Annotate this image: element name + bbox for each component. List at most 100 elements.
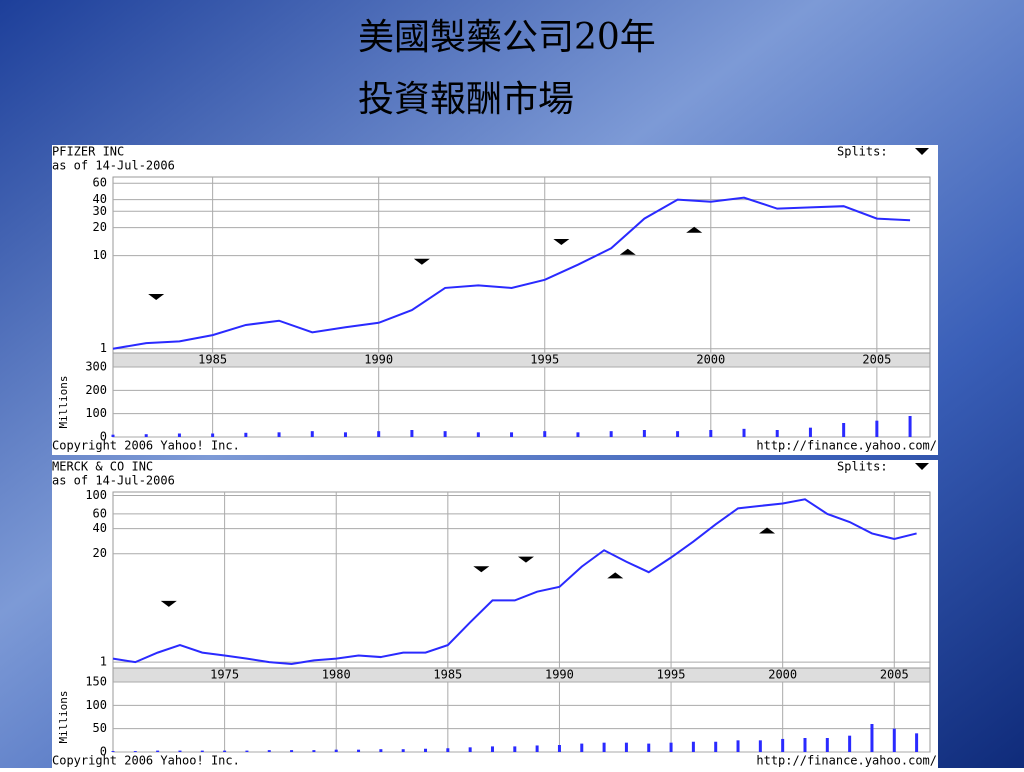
volume-bar [223,750,227,752]
volume-tick-label: 0 [100,745,107,759]
volume-bar [543,431,547,437]
split-marker [413,258,430,265]
volume-tick-label: 100 [85,406,107,420]
split-legend-icon [915,148,929,155]
volume-bar [513,746,517,752]
volume-bar [736,740,740,752]
x-band [112,352,931,368]
volume-bar [647,743,651,752]
volume-bar [245,750,249,752]
price-line [112,498,917,665]
volume-bar [267,750,271,752]
footer-right: http://finance.yahoo.com/ [756,754,937,768]
split-marker [619,248,636,255]
volume-bar [410,430,414,437]
volume-bar [624,742,628,752]
y-tick-label: 100 [85,488,107,502]
split-marker [686,226,703,233]
volume-bar [144,434,148,437]
split-marker [473,566,490,573]
volume-bar [915,733,919,752]
split-marker [148,293,165,300]
footer-left: Copyright 2006 Yahoo! Inc. [52,439,240,453]
slide-title: 美國製藥公司20年 [358,17,656,58]
volume-bar [709,430,713,437]
volume-bar [357,749,361,752]
volume-bar [742,428,746,437]
volume-bar [870,724,874,752]
volume-bar [343,432,347,437]
x-tick-label: 2000 [768,668,797,682]
volume-bar [580,743,584,752]
chart-title: PFIZER INC [52,145,124,159]
volume-bar [178,750,182,752]
price-plot [112,176,931,354]
footer-left: Copyright 2006 Yahoo! Inc. [52,754,240,768]
volume-bar [510,432,514,437]
volume-bar [602,742,606,752]
x-tick-label: 1980 [322,668,351,682]
y-tick-label: 60 [93,176,107,190]
volume-bar [111,751,115,752]
volume-bar [379,749,383,752]
volume-plot [112,681,931,753]
volume-bar [177,433,181,437]
volume-bar [908,416,912,437]
x-tick-label: 2005 [862,353,891,367]
volume-plot [112,366,931,438]
split-marker [517,556,534,563]
x-tick-label: 1975 [210,668,239,682]
volume-bar [775,430,779,437]
x-tick-label: 1985 [198,353,227,367]
chart-title: MERCK & CO INC [52,460,153,474]
volume-bar [334,749,338,752]
volume-bar [277,432,281,437]
volume-bar [758,740,762,752]
slide-title: 投資報酬市場 [358,79,574,120]
volume-bar [377,431,381,437]
volume-bar [669,742,673,752]
volume-bar [848,735,852,752]
volume-bar [892,728,896,752]
volume-bar [424,748,428,752]
footer-right: http://finance.yahoo.com/ [756,439,937,453]
price-plot [112,491,931,669]
volume-tick-label: 50 [93,721,107,735]
volume-bar [676,431,680,437]
volume-bar [446,748,450,752]
y-tick-label: 40 [93,192,107,206]
volume-bar [609,431,613,437]
y-tick-label: 1 [100,341,107,355]
split-legend-icon [915,463,929,470]
x-tick-label: 2000 [696,353,725,367]
split-marker [160,600,177,607]
volume-bar [576,432,580,437]
y-tick-label: 30 [93,204,107,218]
volume-bar [310,431,314,437]
split-marker [759,527,776,534]
volume-bar [476,432,480,437]
volume-bar [714,741,718,752]
volume-bar [401,749,405,752]
volume-bar [290,750,294,752]
volume-bar [156,750,160,752]
x-tick-label: 1990 [545,668,574,682]
volume-axis-label: Millions [57,376,70,429]
volume-tick-label: 150 [85,675,107,689]
x-tick-label: 1995 [530,353,559,367]
volume-bar [691,741,695,752]
volume-bar [244,432,248,437]
volume-bar [312,750,316,752]
volume-bar [468,747,472,752]
volume-tick-label: 200 [85,383,107,397]
y-tick-label: 10 [93,248,107,262]
x-tick-label: 1985 [433,668,462,682]
volume-axis-label: Millions [57,691,70,744]
x-tick-label: 1995 [657,668,686,682]
chart-subtitle: as of 14-Jul-2006 [52,474,175,488]
volume-bar [803,738,807,752]
volume-bar [111,434,115,437]
volume-bar [808,427,812,437]
volume-bar [211,433,215,437]
x-tick-label: 2005 [880,668,909,682]
